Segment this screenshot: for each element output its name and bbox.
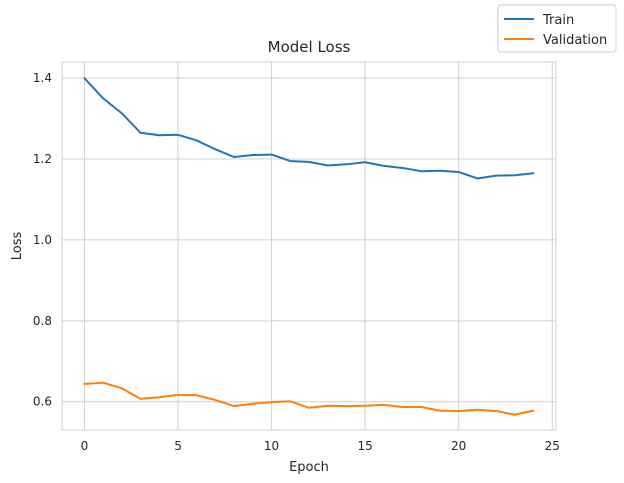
legend-label-validation: Validation	[543, 33, 607, 48]
x-tick-label: 0	[81, 439, 89, 453]
legend-frame	[497, 4, 617, 53]
chart-title: Model Loss	[268, 38, 351, 56]
series-layer	[83, 77, 535, 416]
x-tick-labels: 0 5 10 15 20 25	[81, 439, 560, 453]
legend: Train Validation	[497, 4, 617, 53]
y-tick-label: 1.2	[33, 152, 52, 166]
y-tick-labels: 0.6 0.8 1.0 1.2 1.4	[33, 71, 52, 409]
legend-label-train: Train	[542, 13, 574, 28]
x-tick-label: 20	[451, 439, 466, 453]
y-axis-label: Loss	[10, 232, 25, 261]
series-line-train	[83, 77, 535, 180]
series-line-validation	[83, 381, 535, 416]
x-tick-label: 5	[174, 439, 182, 453]
y-tick-label: 1.4	[33, 71, 52, 85]
x-tick-label: 25	[545, 439, 560, 453]
y-tick-label: 0.6	[33, 395, 52, 409]
y-tick-label: 1.0	[33, 233, 52, 247]
x-tick-label: 10	[264, 439, 279, 453]
x-tick-label: 15	[357, 439, 372, 453]
grid	[62, 62, 556, 430]
plot-frame	[61, 61, 557, 431]
y-tick-label: 0.8	[33, 314, 52, 328]
x-axis-label: Epoch	[289, 460, 329, 475]
